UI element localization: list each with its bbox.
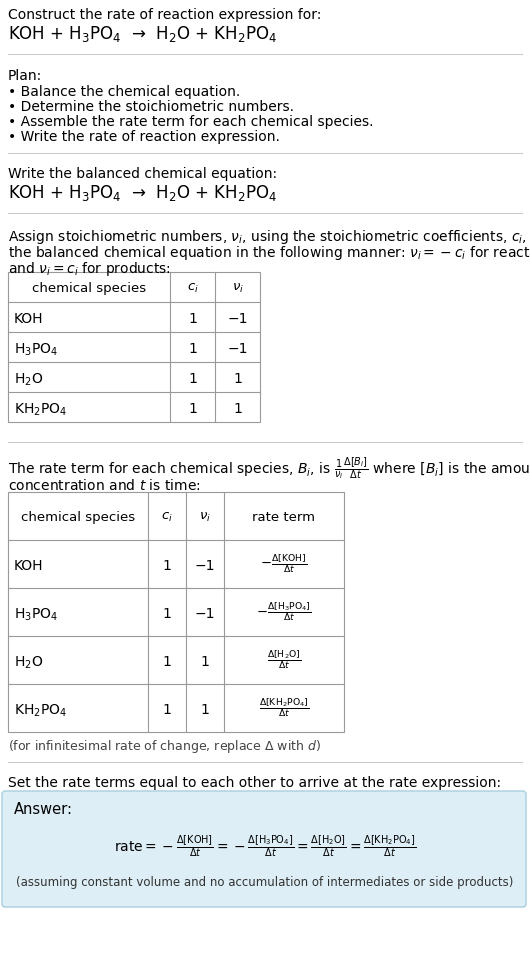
Text: KOH: KOH [14,312,43,326]
Text: 1: 1 [200,655,209,669]
Text: • Assemble the rate term for each chemical species.: • Assemble the rate term for each chemic… [8,115,374,129]
Text: $-\frac{\Delta[\mathrm{H_3PO_4}]}{\Delta t}$: $-\frac{\Delta[\mathrm{H_3PO_4}]}{\Delta… [257,600,312,624]
Text: −1: −1 [227,312,248,326]
Text: KH$_2$PO$_4$: KH$_2$PO$_4$ [14,703,67,719]
Text: $-\frac{\Delta[\mathrm{KOH}]}{\Delta t}$: $-\frac{\Delta[\mathrm{KOH}]}{\Delta t}$ [260,553,307,575]
Text: KOH + H$_3$PO$_4$  →  H$_2$O + KH$_2$PO$_4$: KOH + H$_3$PO$_4$ → H$_2$O + KH$_2$PO$_4… [8,24,277,44]
Text: chemical species: chemical species [21,511,135,524]
Text: KOH + H$_3$PO$_4$  →  H$_2$O + KH$_2$PO$_4$: KOH + H$_3$PO$_4$ → H$_2$O + KH$_2$PO$_4… [8,183,277,203]
Text: 1: 1 [200,703,209,717]
Text: Write the balanced chemical equation:: Write the balanced chemical equation: [8,167,277,181]
Text: • Balance the chemical equation.: • Balance the chemical equation. [8,85,240,99]
Text: (assuming constant volume and no accumulation of intermediates or side products): (assuming constant volume and no accumul… [16,876,514,889]
Text: $\frac{\Delta[\mathrm{KH_2PO_4}]}{\Delta t}$: $\frac{\Delta[\mathrm{KH_2PO_4}]}{\Delta… [259,697,309,719]
Text: 1: 1 [163,559,171,573]
Text: 1: 1 [188,342,197,356]
Text: Construct the rate of reaction expression for:: Construct the rate of reaction expressio… [8,8,321,22]
Text: 1: 1 [188,312,197,326]
Text: $c_i$: $c_i$ [187,282,198,295]
Text: $\mathrm{rate} = -\frac{\Delta[\mathrm{KOH}]}{\Delta t} = -\frac{\Delta[\mathrm{: $\mathrm{rate} = -\frac{\Delta[\mathrm{K… [114,834,416,859]
Text: $\frac{\Delta[\mathrm{H_2O}]}{\Delta t}$: $\frac{\Delta[\mathrm{H_2O}]}{\Delta t}$ [267,649,301,671]
Text: KH$_2$PO$_4$: KH$_2$PO$_4$ [14,402,67,419]
Text: 1: 1 [163,607,171,621]
Text: and $\nu_i = c_i$ for products:: and $\nu_i = c_i$ for products: [8,260,171,278]
Text: 1: 1 [188,402,197,416]
Text: 1: 1 [188,372,197,386]
Text: −1: −1 [195,607,215,621]
Text: (for infinitesimal rate of change, replace Δ with $d$): (for infinitesimal rate of change, repla… [8,738,321,755]
Text: • Write the rate of reaction expression.: • Write the rate of reaction expression. [8,130,280,144]
Bar [8,492,344,732]
Text: 1: 1 [163,703,171,717]
Text: 1: 1 [233,372,242,386]
Text: rate term: rate term [252,511,315,524]
Text: $\nu_i$: $\nu_i$ [199,511,211,524]
Text: concentration and $t$ is time:: concentration and $t$ is time: [8,478,201,493]
Text: Set the rate terms equal to each other to arrive at the rate expression:: Set the rate terms equal to each other t… [8,776,501,790]
Text: Assign stoichiometric numbers, $\nu_i$, using the stoichiometric coefficients, $: Assign stoichiometric numbers, $\nu_i$, … [8,228,530,246]
FancyBboxPatch shape [2,791,526,907]
Text: Answer:: Answer: [14,802,73,817]
Text: H$_2$O: H$_2$O [14,372,43,388]
Text: 1: 1 [233,402,242,416]
Text: • Determine the stoichiometric numbers.: • Determine the stoichiometric numbers. [8,100,294,114]
Text: $\nu_i$: $\nu_i$ [232,282,243,295]
Text: H$_3$PO$_4$: H$_3$PO$_4$ [14,607,58,624]
Text: H$_3$PO$_4$: H$_3$PO$_4$ [14,342,58,358]
Text: −1: −1 [227,342,248,356]
Text: Plan:: Plan: [8,69,42,83]
Bar [8,272,260,422]
Text: −1: −1 [195,559,215,573]
Text: The rate term for each chemical species, $B_i$, is $\frac{1}{\nu_i}\frac{\Delta[: The rate term for each chemical species,… [8,456,530,482]
Text: 1: 1 [163,655,171,669]
Text: chemical species: chemical species [32,282,146,295]
Text: the balanced chemical equation in the following manner: $\nu_i = -c_i$ for react: the balanced chemical equation in the fo… [8,244,530,262]
Text: H$_2$O: H$_2$O [14,655,43,671]
Text: $c_i$: $c_i$ [161,511,173,524]
Text: KOH: KOH [14,559,43,573]
